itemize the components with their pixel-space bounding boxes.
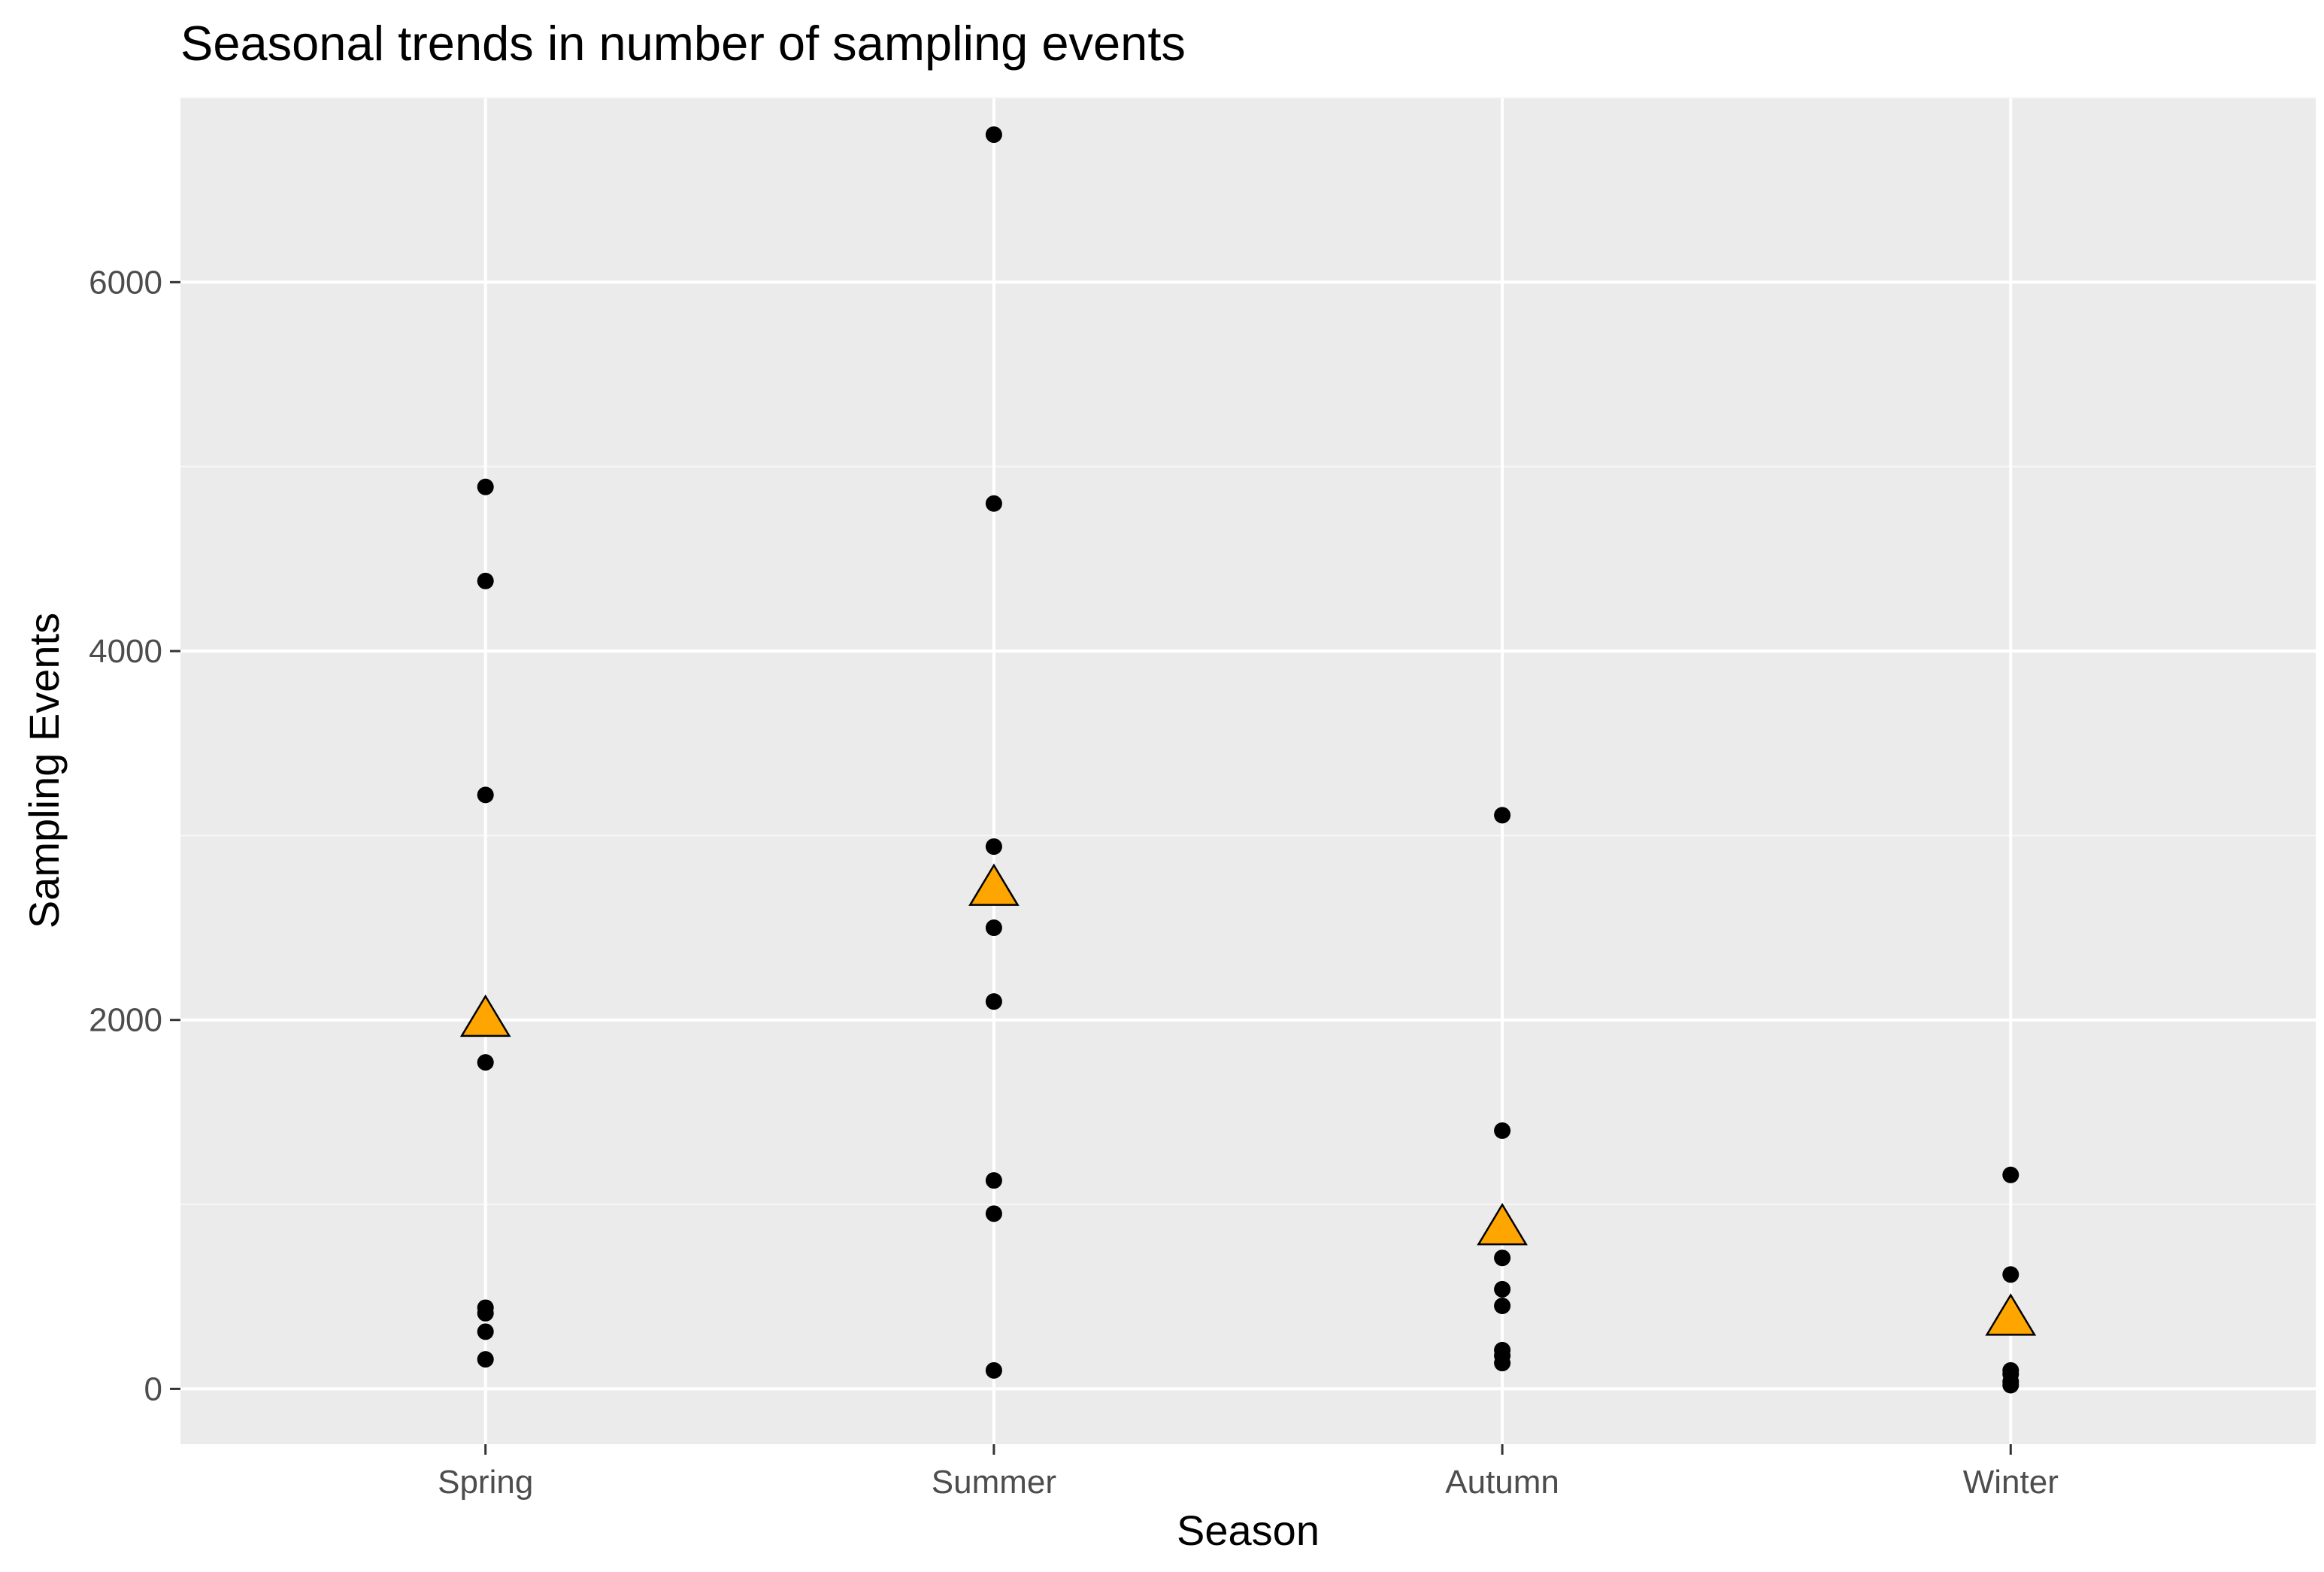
axis-ticks	[170, 280, 2012, 1455]
data-point	[985, 1172, 1002, 1189]
plot-panel	[180, 98, 2316, 1444]
data-point	[1494, 1297, 1511, 1314]
data-point	[477, 1304, 494, 1322]
y-axis-title: Sampling Events	[20, 613, 68, 928]
x-tick-label: Summer	[932, 1464, 1056, 1501]
mean-marker	[968, 863, 1020, 906]
y-tick-label: 2000	[89, 1002, 162, 1039]
mean-marker	[1477, 1202, 1528, 1246]
data-point	[1494, 1122, 1511, 1139]
data-points	[477, 126, 2019, 1394]
data-point	[477, 1351, 494, 1368]
x-tick-label: Autumn	[1445, 1464, 1559, 1501]
y-axis-tick-labels: 0 2000 4000 6000	[89, 264, 162, 1407]
mean-marker	[459, 994, 511, 1037]
mean-markers	[459, 863, 2037, 1336]
minor-gridlines	[180, 97, 2316, 1206]
data-point	[1494, 807, 1511, 824]
chart-title: Seasonal trends in number of sampling ev…	[180, 16, 1186, 71]
x-axis-tick-labels: Spring Summer Autumn Winter	[438, 1464, 2059, 1501]
data-point	[477, 786, 494, 804]
x-axis-title: Season	[1177, 1507, 1320, 1554]
data-point	[2002, 1266, 2019, 1283]
x-tick-label: Winter	[1963, 1464, 2059, 1501]
data-point	[1494, 1280, 1511, 1298]
y-tick-label: 0	[144, 1371, 162, 1407]
data-point	[985, 838, 1002, 856]
data-point	[477, 572, 494, 589]
data-point	[985, 1361, 1002, 1379]
data-point	[1494, 1355, 1511, 1372]
data-point	[1494, 1249, 1511, 1267]
data-point	[985, 919, 1002, 937]
data-point	[477, 478, 494, 495]
data-point	[477, 1054, 494, 1071]
x-tick-label: Spring	[438, 1464, 533, 1501]
y-tick-label: 4000	[89, 633, 162, 670]
data-point	[477, 1323, 494, 1340]
data-point	[985, 126, 1002, 144]
y-tick-label: 6000	[89, 264, 162, 301]
data-point	[985, 495, 1002, 512]
data-point	[2002, 1377, 2019, 1394]
mean-marker	[1985, 1293, 2037, 1336]
data-point	[985, 1205, 1002, 1222]
data-point	[2002, 1166, 2019, 1183]
data-point	[985, 993, 1002, 1010]
